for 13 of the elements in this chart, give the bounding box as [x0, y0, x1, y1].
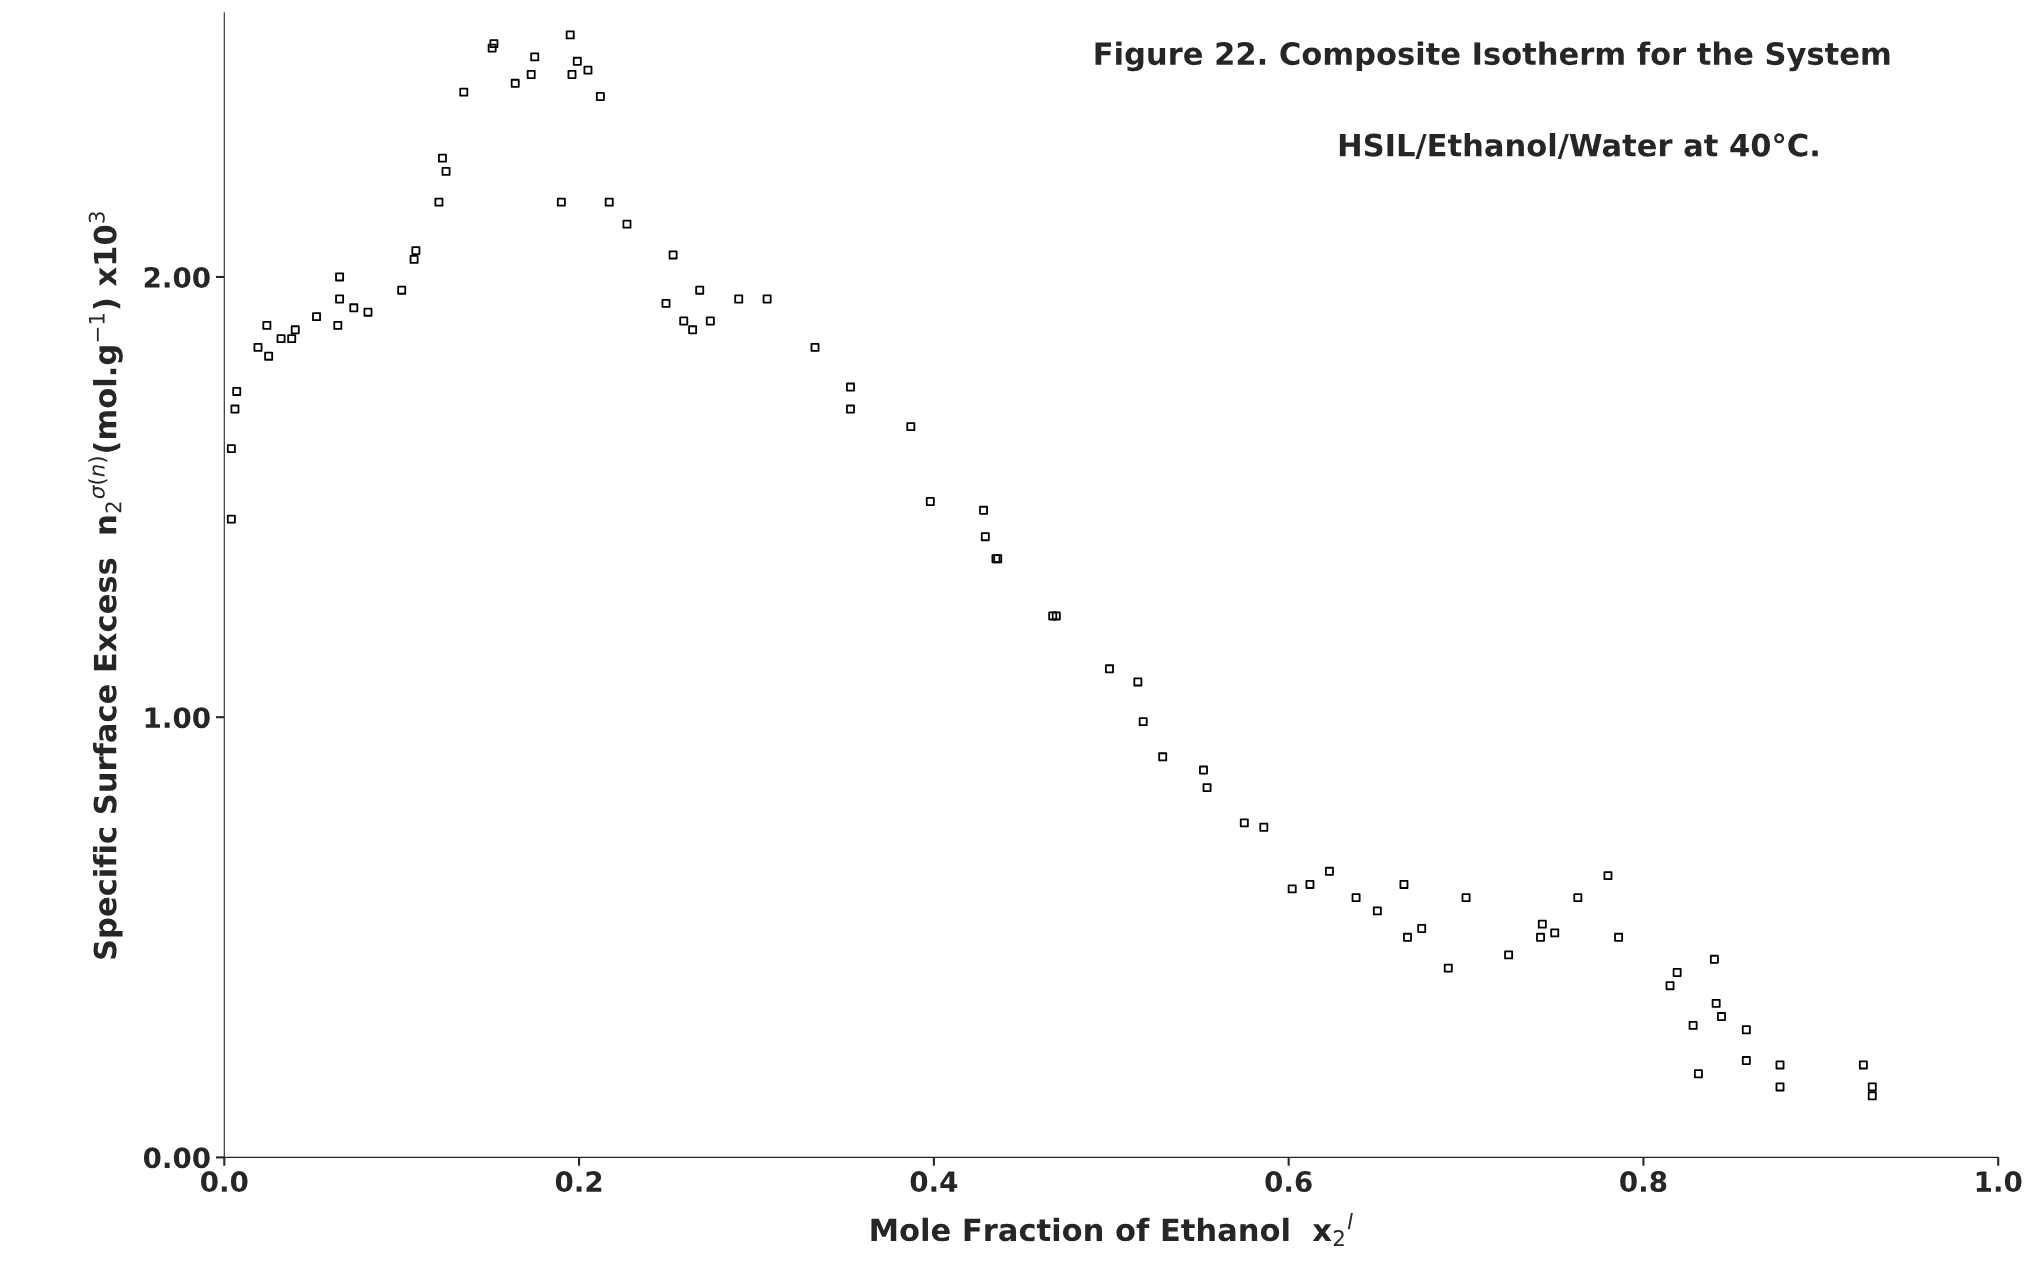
text: Figure 22. Composite Isotherm for the System [1095, 41, 1890, 72]
y-tick-label: 1.00 [145, 707, 210, 729]
y-tick-label: 2.00 [144, 266, 210, 288]
x-tick-label: 0.2 [555, 1171, 602, 1193]
x-tick-label: 0.4 [910, 1171, 958, 1193]
x-tick-label: 0.8 [1620, 1171, 1667, 1193]
x-axis-title: Mole Fraction of Ethanol x$_{2}$$^{l}$ [871, 1212, 1353, 1246]
x-tick-label: 0.0 [201, 1171, 248, 1193]
y-axis-title: Specific Surface Excess n$_{2}$$^{σ(n)}$(mol.g$^{−1}$) x10$^{3}$ [88, 212, 123, 959]
x-tick-label: 0.6 [1265, 1171, 1312, 1193]
y-tick-label: 0.00 [143, 1147, 210, 1169]
text: HSIL/Ethanol/Water at 40°C. [1339, 133, 1818, 160]
x-tick-label: 1.0 [1976, 1171, 2022, 1193]
